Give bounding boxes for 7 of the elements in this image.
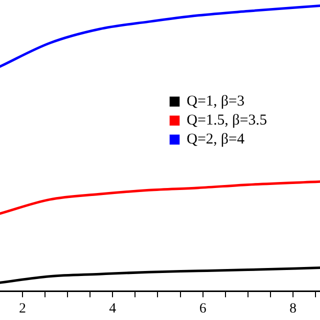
x-tick-label: 4	[109, 301, 116, 316]
legend-label: Q=1, β=3	[186, 94, 245, 110]
legend-label: Q=1.5, β=3.5	[186, 112, 268, 129]
x-tick-label: 6	[199, 301, 206, 316]
legend-label: Q=2, β=4	[186, 132, 245, 148]
x-tick-label: 8	[289, 301, 296, 316]
x-tick-label: 2	[19, 301, 26, 316]
